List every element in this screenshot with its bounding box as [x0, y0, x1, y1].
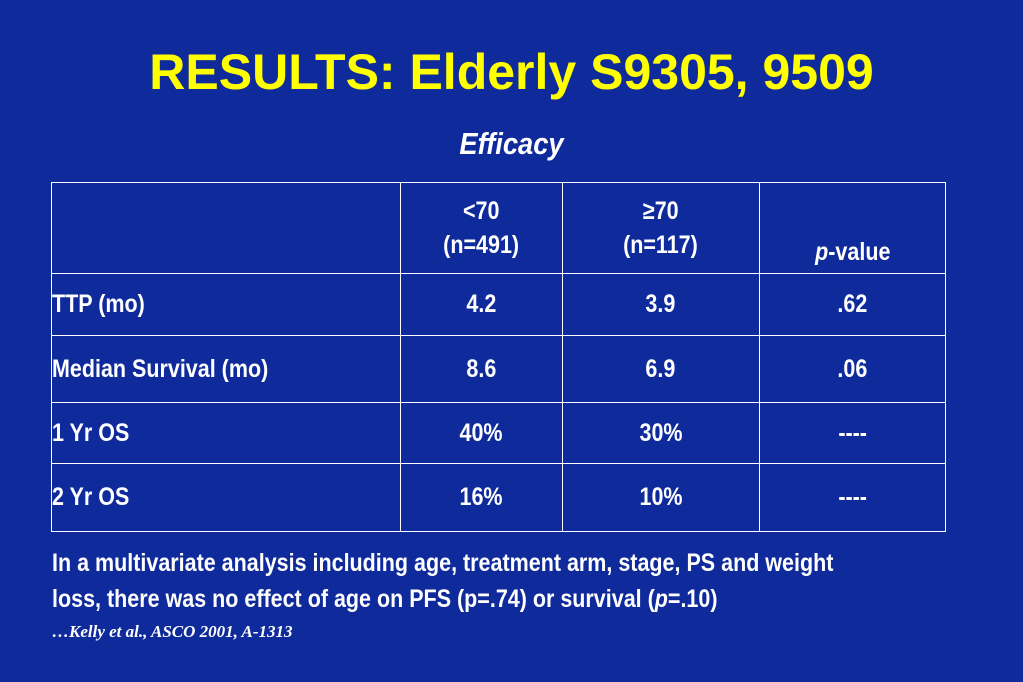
header-70-plus-n: (n=117) — [623, 231, 699, 259]
header-70-plus: ≥70 (n=117) — [561, 182, 760, 274]
row-pvalue-cell: .62 — [758, 273, 947, 336]
row-value-ge70-cell: 10% — [561, 463, 760, 532]
table-row: 1 Yr OS 40% 30% ---- — [50, 402, 947, 464]
slide-title: RESULTS: Elderly S9305, 9509 — [149, 44, 874, 100]
row-value-ge70-cell: 3.9 — [561, 273, 760, 336]
row-value-lt70-cell: 8.6 — [400, 335, 563, 403]
row-value-ge70: 10% — [639, 483, 683, 511]
row-pvalue: ---- — [838, 483, 867, 511]
row-value-lt70: 8.6 — [466, 354, 497, 383]
row-label: TTP (mo) — [52, 290, 145, 318]
row-value-lt70: 40% — [459, 418, 503, 447]
header-under-70: <70 (n=491) — [400, 182, 563, 274]
row-value-lt70-cell: 40% — [400, 402, 563, 464]
row-pvalue-cell: .06 — [758, 335, 947, 403]
header-p-suffix: -value — [827, 238, 891, 266]
row-value-ge70-cell: 30% — [561, 402, 760, 464]
row-value-ge70-cell: 6.9 — [561, 335, 760, 403]
row-pvalue: ---- — [838, 418, 867, 447]
header-70-plus-group: ≥70 — [642, 197, 679, 225]
row-value-lt70-cell: 4.2 — [400, 273, 563, 336]
note-line-2: loss, there was no effect of age on PFS … — [52, 581, 878, 617]
row-label: 2 Yr OS — [52, 483, 130, 511]
row-value-lt70: 16% — [459, 483, 503, 511]
header-under-70-n: (n=491) — [443, 231, 520, 259]
row-pvalue-cell: ---- — [758, 402, 947, 464]
row-label-cell: 2 Yr OS — [50, 463, 402, 532]
row-label-cell: TTP (mo) — [50, 273, 402, 336]
results-table: <70 (n=491) ≥70 (n=117) p-value TTP (mo)… — [50, 182, 947, 532]
table-row: 2 Yr OS 16% 10% ---- — [50, 463, 947, 532]
note-line-2-end: =.10) — [667, 585, 718, 613]
header-p-value: p-value — [758, 182, 947, 274]
row-value-ge70: 6.9 — [645, 354, 676, 383]
table-row: Median Survival (mo) 8.6 6.9 .06 — [50, 335, 947, 403]
row-pvalue-cell: ---- — [758, 463, 947, 532]
row-value-ge70: 3.9 — [645, 290, 676, 318]
note-p-italic: p — [654, 585, 668, 613]
row-pvalue: .06 — [837, 354, 868, 383]
note-line-1: In a multivariate analysis including age… — [52, 549, 834, 577]
row-label: 1 Yr OS — [52, 418, 130, 447]
row-value-lt70-cell: 16% — [400, 463, 563, 532]
slide-subtitle: Efficacy — [459, 126, 564, 161]
note-line-2-start: loss, there was no effect of age on PFS … — [52, 585, 655, 613]
row-label-cell: 1 Yr OS — [50, 402, 402, 464]
citation: …Kelly et al., ASCO 2001, A-1313 — [52, 622, 293, 641]
row-pvalue: .62 — [837, 290, 868, 318]
header-empty-cell — [50, 182, 402, 274]
header-p-italic: p — [814, 238, 828, 266]
table-header-row: <70 (n=491) ≥70 (n=117) p-value — [50, 182, 947, 274]
row-value-lt70: 4.2 — [466, 290, 497, 318]
analysis-note: In a multivariate analysis including age… — [52, 545, 878, 617]
row-value-ge70: 30% — [639, 418, 683, 447]
header-under-70-group: <70 — [463, 197, 500, 225]
header-p-value-label: p-value — [815, 235, 890, 269]
row-label-cell: Median Survival (mo) — [50, 335, 402, 403]
table-row: TTP (mo) 4.2 3.9 .62 — [50, 273, 947, 336]
row-label: Median Survival (mo) — [52, 354, 269, 383]
